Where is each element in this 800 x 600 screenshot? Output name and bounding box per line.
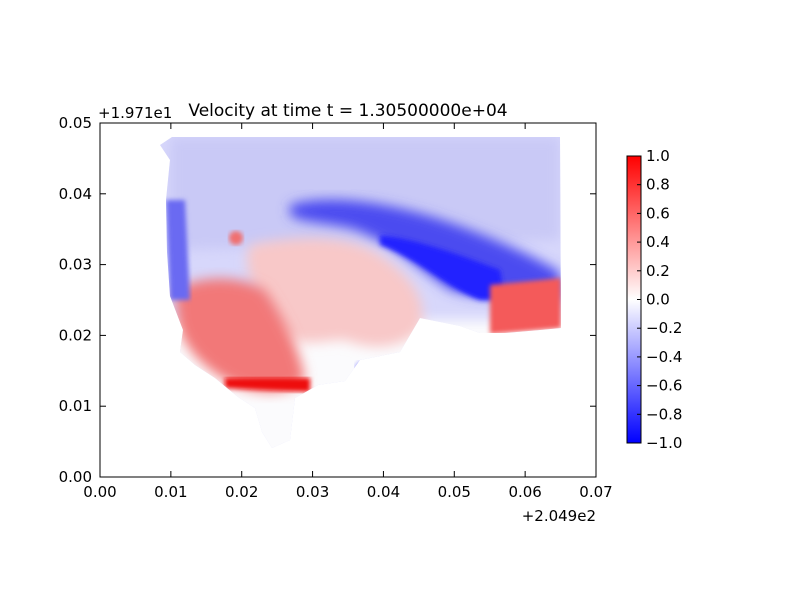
southwest-basin-region xyxy=(175,278,305,392)
x-axis: 0.00 0.01 0.02 0.03 0.04 0.05 0.06 0.07 xyxy=(83,123,613,501)
y-axis: 0.00 0.01 0.02 0.03 0.04 0.05 xyxy=(59,114,596,486)
colorbar-tick-label: 0.6 xyxy=(646,204,670,222)
x-tick-label: 0.01 xyxy=(154,483,187,501)
channel-core-region xyxy=(380,235,505,300)
x-tick-label: 0.03 xyxy=(296,483,329,501)
colorbar-tick-label: −0.8 xyxy=(646,405,682,423)
y-tick-label: 0.04 xyxy=(59,185,92,203)
y-tick-label: 0.03 xyxy=(59,256,92,274)
colorbar-tick-label: −0.4 xyxy=(646,348,682,366)
x-tick-label: 0.04 xyxy=(367,483,400,501)
plot-area: 0.00 0.01 0.02 0.03 0.04 0.05 0.06 0.07 0.000.0… xyxy=(59,104,613,525)
west-edge-region xyxy=(166,200,190,300)
colorbar-tick-label: 0.4 xyxy=(646,233,670,251)
x-tick-label: 0.07 xyxy=(579,483,612,501)
upper-bay-region xyxy=(170,137,560,250)
red-eddy xyxy=(229,231,243,245)
colorbar-tick-label: −0.6 xyxy=(646,377,682,395)
colorbar-tick-label: 0.0 xyxy=(646,291,670,309)
colorbar-tick-label: −1.0 xyxy=(646,434,682,452)
y-offset-label: +1.971e1 xyxy=(98,104,172,122)
y-tick-label: 0.00 xyxy=(59,468,92,486)
y-tick-label: 0.02 xyxy=(59,326,92,344)
colorbar-tick-label: 0.8 xyxy=(646,176,670,194)
axes-frame xyxy=(99,122,597,478)
x-tick-label: 0.02 xyxy=(225,483,258,501)
x-tick-label: 0.06 xyxy=(508,483,541,501)
colorbar: 1.0 0.8 0.6 0.4 0.2 0.0 −0.2 −0.4 −0.6 −0.8 −1.0 xyxy=(626,147,682,452)
y-tick-label: 0.01 xyxy=(59,397,92,415)
x-offset-label: +2.049e2 xyxy=(522,507,596,525)
colorbar-tick-label: 0.2 xyxy=(646,262,670,280)
x-tick-label: 0.05 xyxy=(438,483,471,501)
south-streak-region xyxy=(225,378,310,392)
colorbar-tick-label: 1.0 xyxy=(646,147,670,165)
colorbar-ticks: 1.0 0.8 0.6 0.4 0.2 0.0 −0.2 −0.4 −0.6 −0.8 −1.0 xyxy=(637,147,682,452)
x-tick-label: 0.00 xyxy=(83,483,116,501)
y-tick-label: 0.05 xyxy=(59,114,92,132)
east-pocket-region xyxy=(490,278,561,334)
chart-title: Velocity at time t = 1.30500000e+04 xyxy=(188,101,507,121)
colorbar-tick-label: −0.2 xyxy=(646,319,682,337)
central-basin-region xyxy=(247,238,423,347)
